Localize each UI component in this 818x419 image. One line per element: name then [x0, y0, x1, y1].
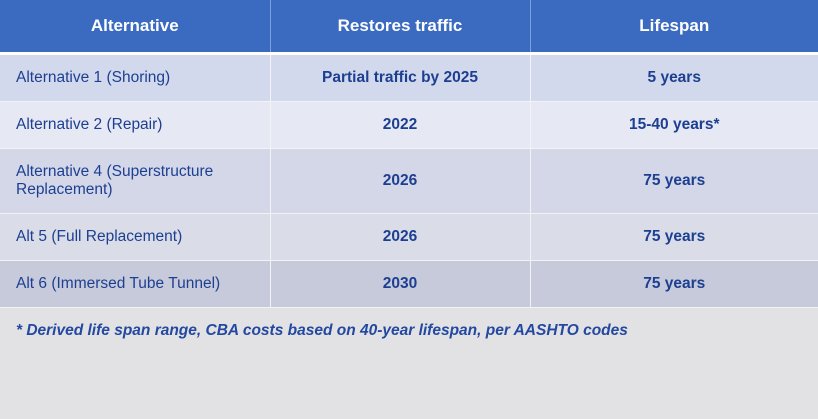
row5-lifespan: 75 years	[530, 261, 818, 308]
row2-restores-traffic: 2022	[270, 102, 530, 149]
alternatives-table: Alternative Restores traffic Lifespan Al…	[0, 0, 818, 308]
row1-alternative: Alternative 1 (Shoring)	[0, 54, 270, 102]
table-footnote: * Derived life span range, CBA costs bas…	[0, 308, 818, 350]
alternatives-table-container: Alternative Restores traffic Lifespan Al…	[0, 0, 818, 419]
row3-restores-traffic: 2026	[270, 149, 530, 214]
row3-alternative: Alternative 4 (Superstructure Replacemen…	[0, 149, 270, 214]
header-restores-traffic: Restores traffic	[270, 0, 530, 54]
header-lifespan: Lifespan	[530, 0, 818, 54]
table-row-2: Alternative 2 (Repair) 2022 15-40 years*	[0, 102, 818, 149]
row5-alternative: Alt 6 (Immersed Tube Tunnel)	[0, 261, 270, 308]
row2-alternative: Alternative 2 (Repair)	[0, 102, 270, 149]
row1-restores-traffic: Partial traffic by 2025	[270, 54, 530, 102]
table-body: Alternative 1 (Shoring) Partial traffic …	[0, 54, 818, 308]
header-alternative: Alternative	[0, 0, 270, 54]
row1-lifespan: 5 years	[530, 54, 818, 102]
table-row-5: Alt 6 (Immersed Tube Tunnel) 2030 75 yea…	[0, 261, 818, 308]
row2-lifespan: 15-40 years*	[530, 102, 818, 149]
row4-restores-traffic: 2026	[270, 214, 530, 261]
row4-alternative: Alt 5 (Full Replacement)	[0, 214, 270, 261]
row4-lifespan: 75 years	[530, 214, 818, 261]
table-row-4: Alt 5 (Full Replacement) 2026 75 years	[0, 214, 818, 261]
row3-lifespan: 75 years	[530, 149, 818, 214]
table-row-3: Alternative 4 (Superstructure Replacemen…	[0, 149, 818, 214]
row5-restores-traffic: 2030	[270, 261, 530, 308]
table-row-1: Alternative 1 (Shoring) Partial traffic …	[0, 54, 818, 102]
